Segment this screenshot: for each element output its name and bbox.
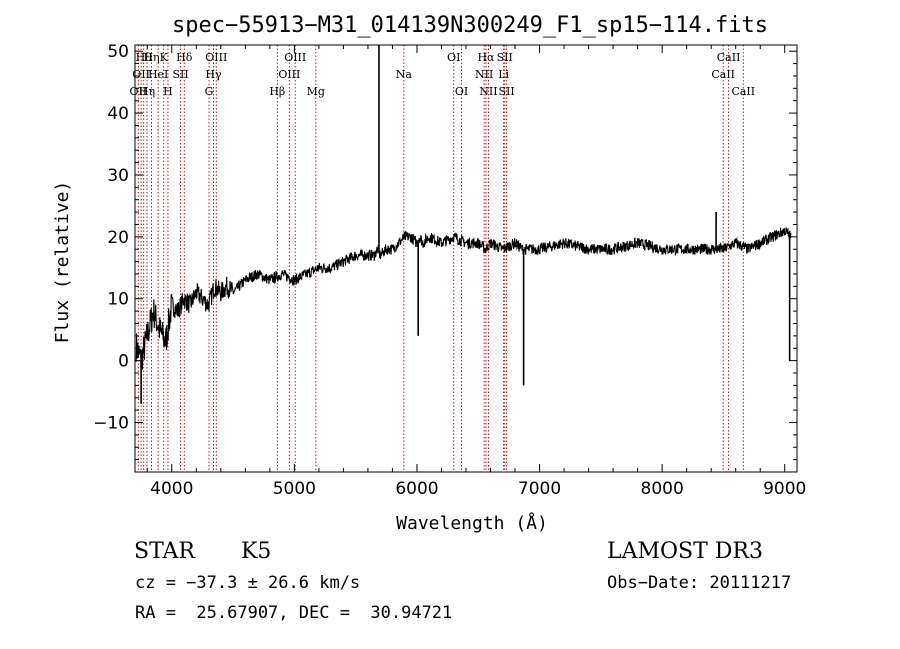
line-label: OI xyxy=(447,51,460,64)
line-label: Hδ xyxy=(176,51,193,64)
redshift-velocity: cz = −37.3 ± 26.6 km/s xyxy=(135,573,361,593)
spectrum-spikes xyxy=(140,45,791,404)
x-tick-label: 5000 xyxy=(273,479,316,499)
line-label: Hη xyxy=(143,51,159,64)
emission-line-markers xyxy=(137,45,744,472)
y-tick-label: 20 xyxy=(107,228,129,248)
plot-frame xyxy=(134,44,798,473)
x-tick-label: 4000 xyxy=(150,479,193,499)
line-label: K xyxy=(160,51,169,64)
survey-name: LAMOST DR3 xyxy=(607,539,763,564)
x-tick-label: 7000 xyxy=(518,479,561,499)
line-label: NII xyxy=(475,68,493,81)
line-label: Mg xyxy=(307,85,325,98)
chart-title: spec−55913−M31_014139N300249_F1_sp15−114… xyxy=(172,13,768,38)
line-label: OIII xyxy=(284,51,306,64)
y-tick-label: 30 xyxy=(107,166,129,186)
line-label: Hγ xyxy=(205,68,222,81)
line-label: CaII xyxy=(731,85,755,98)
spectrum-line xyxy=(135,227,792,370)
line-label: G xyxy=(205,85,214,98)
line-label: CaII xyxy=(711,68,735,81)
line-label: Hη xyxy=(139,85,155,98)
y-tick-label: 40 xyxy=(107,104,129,124)
y-axis-ticks: −10 0 10 20 30 40 50 xyxy=(93,42,797,461)
x-axis-label: Wavelength (Å) xyxy=(396,512,548,534)
x-axis-ticks: 4000 5000 6000 7000 8000 9000 xyxy=(146,45,806,499)
line-label: OII xyxy=(129,85,147,98)
line-label: Hβ xyxy=(269,85,285,98)
line-label: SII xyxy=(498,85,514,98)
line-label: SII xyxy=(497,51,513,64)
y-tick-label: 50 xyxy=(107,42,129,62)
line-label: Hθ xyxy=(136,51,153,64)
y-axis-label: Flux (relative) xyxy=(52,181,73,344)
line-label: OIII xyxy=(278,68,300,81)
coordinates: RA = 25.67907, DEC = 30.94721 xyxy=(135,603,453,623)
observation-date: Obs−Date: 20111217 xyxy=(607,573,792,593)
y-tick-label: −10 xyxy=(93,413,129,433)
line-label: Na xyxy=(396,68,413,81)
line-label: H xyxy=(163,85,173,98)
line-label: NII xyxy=(479,85,497,98)
x-tick-label: 8000 xyxy=(641,479,684,499)
object-class: STAR xyxy=(134,539,195,564)
emission-line-labels: OIIOIIHθHηHηHeIKHSIIHδGHγOIIIHβOIIIOIIIM… xyxy=(129,51,755,98)
x-tick-label: 6000 xyxy=(395,479,438,499)
line-label: Li xyxy=(498,68,509,81)
line-label: Hα xyxy=(477,51,495,64)
line-label: OIII xyxy=(205,51,227,64)
line-label: OII xyxy=(132,68,150,81)
y-tick-label: 10 xyxy=(107,290,129,310)
line-label: CaII xyxy=(717,51,741,64)
line-label: HeI xyxy=(148,68,168,81)
x-tick-label: 9000 xyxy=(763,479,806,499)
line-label: SII xyxy=(172,68,188,81)
y-tick-label: 0 xyxy=(118,352,129,372)
object-subclass: K5 xyxy=(241,539,272,564)
line-label: OI xyxy=(455,85,468,98)
